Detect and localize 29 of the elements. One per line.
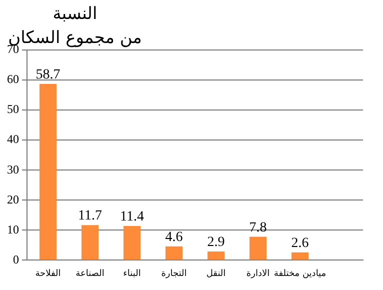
data-label: 2.9 — [207, 235, 225, 250]
x-tick-label: التجارة — [161, 268, 187, 279]
bar — [291, 252, 309, 260]
data-label: 58.7 — [36, 68, 60, 83]
y-tick-label: 60 — [7, 72, 19, 86]
y-tick-label: 0 — [13, 252, 19, 266]
x-tick-label: ميادين مختلفة — [274, 268, 326, 279]
bar — [165, 246, 183, 260]
y-tick-label: 10 — [7, 222, 19, 236]
y-tick-label: 40 — [7, 132, 19, 146]
bar — [207, 251, 225, 260]
x-tick-label: الصناعة — [76, 268, 104, 279]
chart-title: النسبة — [52, 3, 98, 26]
bar — [81, 225, 99, 260]
y-tick-label: 50 — [7, 102, 19, 116]
data-label: 2.6 — [291, 236, 309, 252]
x-tick-label: البناء — [123, 268, 141, 279]
bar — [39, 84, 57, 260]
data-label: 11.4 — [120, 210, 144, 225]
x-tick-label: الادارة — [246, 268, 270, 279]
bar — [249, 236, 267, 260]
bar — [123, 226, 141, 260]
data-label: 4.6 — [165, 230, 183, 246]
y-tick-label: 20 — [7, 192, 19, 206]
y-tick-label: 30 — [7, 162, 19, 176]
data-label: 11.7 — [78, 208, 102, 224]
x-tick-label: النقل — [206, 268, 226, 279]
data-label: 7.8 — [249, 220, 267, 236]
x-tick-label: الفلاحة — [35, 268, 61, 279]
